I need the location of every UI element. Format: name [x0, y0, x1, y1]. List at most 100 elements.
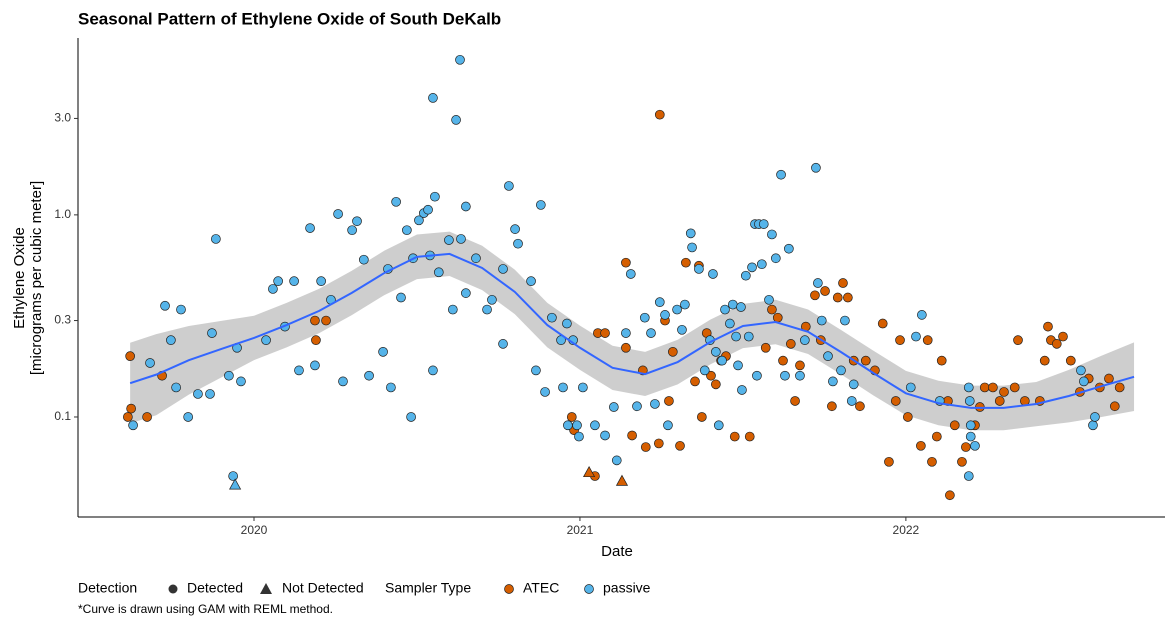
data-point [936, 355, 947, 366]
data-point [444, 235, 454, 245]
data-point [625, 269, 636, 279]
legend-swatch [504, 584, 514, 594]
data-point [510, 224, 520, 234]
data-point [927, 456, 937, 467]
data-point [694, 264, 704, 274]
data-point [316, 276, 326, 286]
data-point [611, 455, 622, 466]
data-point [823, 351, 833, 361]
data-point [832, 292, 843, 303]
data-point [685, 228, 696, 239]
data-point [1104, 373, 1114, 384]
data-point [731, 331, 741, 342]
data-point [433, 267, 444, 278]
data-point [166, 335, 176, 345]
data-point [708, 269, 718, 279]
data-point [1078, 376, 1089, 387]
data-point [386, 382, 396, 393]
chart-title: Seasonal Pattern of Ethylene Oxide of So… [78, 9, 501, 28]
data-point [667, 347, 678, 357]
data-point [406, 412, 416, 422]
data-point [176, 304, 186, 315]
data-point [451, 115, 461, 125]
data-point [747, 262, 757, 273]
data-point [756, 259, 767, 270]
data-point [128, 420, 138, 431]
data-point [352, 216, 362, 227]
data-point [838, 278, 848, 288]
data-point [780, 370, 790, 381]
data-point [455, 54, 465, 65]
data-point [785, 339, 796, 349]
x-axis-title: Date [601, 543, 633, 560]
data-point [456, 234, 466, 244]
data-point [1043, 321, 1053, 332]
data-point [1090, 412, 1100, 422]
data-point [752, 370, 762, 381]
data-point [970, 440, 980, 451]
legend-title: Sampler Type [385, 580, 471, 596]
data-point [600, 328, 610, 338]
data-point [358, 254, 369, 265]
data-point [760, 342, 771, 353]
data-point [305, 223, 315, 233]
data-point [654, 297, 665, 307]
data-point [402, 225, 412, 236]
data-point [1109, 401, 1120, 412]
data-point [289, 276, 299, 286]
data-point [963, 382, 974, 393]
data-point [268, 284, 278, 294]
data-point [795, 360, 805, 371]
data-point [813, 278, 823, 288]
data-point [1058, 331, 1068, 342]
data-point [672, 304, 682, 315]
y-tick-label: 3.0 [54, 111, 71, 125]
data-point [965, 420, 976, 431]
data-point [504, 181, 514, 191]
data-point [160, 300, 170, 311]
data-point [414, 215, 424, 226]
data-point [513, 238, 523, 249]
x-tick-label: 2022 [893, 523, 920, 537]
data-point [729, 431, 740, 442]
legend-swatch [168, 584, 178, 594]
data-point [696, 412, 707, 422]
data-point [566, 412, 577, 422]
data-point [820, 286, 830, 296]
y-axis-title: [micrograms per cubic meter] [28, 181, 45, 375]
x-tick-label: 2021 [567, 523, 594, 537]
data-point [311, 335, 321, 345]
data-point [338, 376, 348, 387]
not-detected-point [229, 478, 242, 490]
data-point [740, 270, 751, 281]
legend-label: passive [603, 580, 651, 596]
data-point [680, 299, 690, 310]
data-point [653, 438, 664, 449]
data-point [964, 396, 975, 406]
data-point [733, 360, 743, 371]
data-point [744, 431, 755, 442]
data-point [764, 294, 774, 305]
data-point [654, 109, 665, 120]
data-point [125, 351, 135, 361]
data-point [627, 430, 637, 441]
data-point [963, 471, 974, 481]
data-point [171, 382, 181, 393]
data-point [558, 382, 568, 393]
data-point [1051, 339, 1062, 349]
data-point [428, 93, 438, 103]
data-point [713, 420, 724, 431]
data-point [706, 370, 716, 381]
data-point [333, 209, 343, 219]
data-point [650, 399, 660, 409]
data-point [778, 355, 788, 366]
data-point [482, 304, 492, 315]
data-point [994, 396, 1005, 406]
legend-label: ATEC [523, 580, 559, 596]
data-point [965, 431, 976, 442]
data-point [535, 200, 546, 210]
data-point [931, 431, 942, 442]
data-point [228, 471, 238, 481]
data-point [207, 328, 217, 338]
